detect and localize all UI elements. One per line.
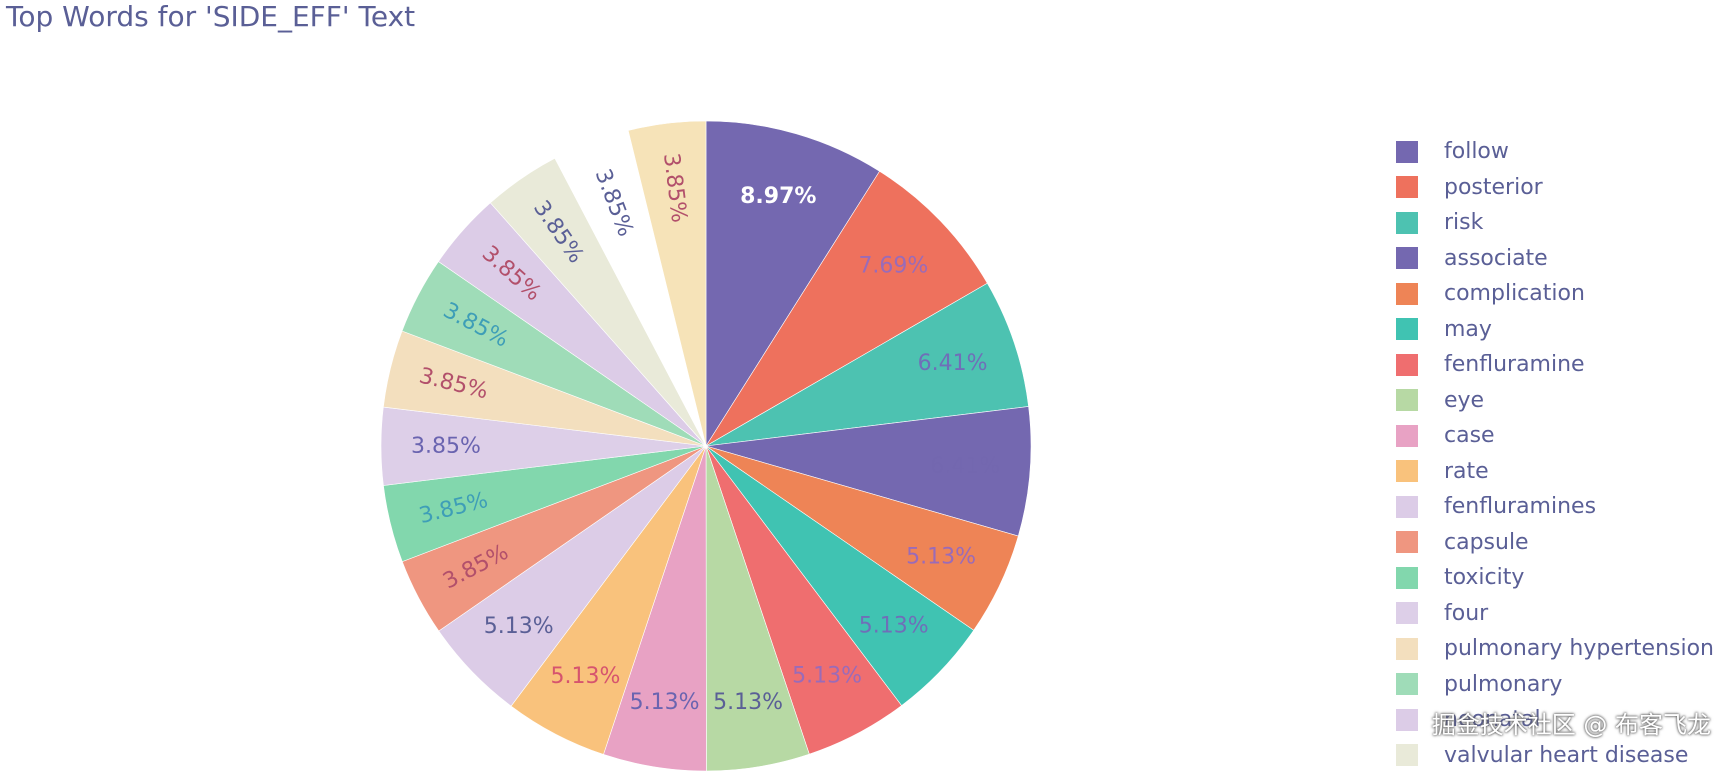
legend-swatch — [1396, 424, 1418, 447]
legend-item-rate[interactable]: rate — [1396, 454, 1714, 490]
legend-label: risk — [1444, 210, 1484, 236]
legend-swatch — [1396, 211, 1418, 234]
legend-label: four — [1444, 600, 1489, 626]
legend-item-complication[interactable]: complication — [1396, 276, 1714, 312]
legend-item-valvular-heart-disease[interactable]: valvular heart disease — [1396, 738, 1714, 774]
legend-swatch — [1396, 353, 1418, 376]
legend-swatch — [1396, 318, 1418, 341]
pie-slice-text-7: 5.13% — [713, 690, 783, 715]
legend-swatch — [1396, 637, 1418, 660]
legend-label: capsule — [1444, 529, 1529, 555]
legend-item-pulmonary-hypertension[interactable]: pulmonary hypertension — [1396, 631, 1714, 667]
legend-swatch — [1396, 673, 1418, 696]
legend-label: fenfluramines — [1444, 494, 1597, 520]
legend-item-eye[interactable]: eye — [1396, 383, 1714, 419]
legend-swatch — [1396, 282, 1418, 305]
pie-slice-text-3: 6.41% — [930, 454, 1000, 479]
pie-slice-posterior[interactable] — [705, 170, 988, 447]
legend-label: posterior — [1444, 174, 1543, 200]
legend-item-case[interactable]: case — [1396, 418, 1714, 454]
pie-slice-text-9: 5.13% — [551, 664, 621, 689]
legend-swatch — [1396, 602, 1418, 625]
legend-item-neonatal[interactable]: neonatal — [1396, 702, 1714, 738]
pie-slice-associate[interactable] — [705, 406, 1032, 537]
legend-label: may — [1444, 316, 1492, 342]
pie-slice-text-4: 5.13% — [906, 545, 976, 570]
pie-slice-text-5: 5.13% — [859, 613, 929, 638]
legend-label: complication — [1444, 281, 1585, 307]
legend: follow posterior risk associate complication… — [1396, 134, 1714, 773]
legend-item-may[interactable]: may — [1396, 312, 1714, 348]
pie-slices — [380, 120, 1032, 772]
legend-swatch — [1396, 389, 1418, 412]
legend-item-follow[interactable]: follow — [1396, 134, 1714, 170]
legend-item-posterior[interactable]: posterior — [1396, 170, 1714, 206]
pie-slice-text-0: 8.97% — [740, 184, 816, 209]
legend-item-risk[interactable]: risk — [1396, 205, 1714, 241]
legend-label: follow — [1444, 139, 1509, 165]
chart-title: Top Words for 'SIDE_EFF' Text — [6, 0, 416, 33]
legend-label: case — [1444, 423, 1495, 449]
legend-label: associate — [1444, 245, 1548, 271]
legend-swatch — [1396, 176, 1418, 199]
watermark: 掘金技术社区 @ 布客飞龙 — [1431, 711, 1711, 739]
pie-slice-follow[interactable] — [705, 120, 880, 448]
pie-slice-text-10: 5.13% — [484, 614, 554, 639]
legend-label: rate — [1444, 458, 1489, 484]
legend-swatch — [1396, 708, 1418, 731]
pie-slice-text-13: 3.85% — [411, 434, 481, 459]
pie-slice-text-8: 5.13% — [630, 690, 700, 715]
legend-swatch — [1396, 566, 1418, 589]
legend-swatch — [1396, 140, 1418, 163]
pie-slice-risk[interactable] — [705, 282, 1029, 447]
legend-swatch — [1396, 460, 1418, 483]
pie-slice-unlabeled-19[interactable] — [627, 120, 707, 447]
pie-slice-text-2: 6.41% — [918, 351, 988, 376]
legend-item-pulmonary[interactable]: pulmonary — [1396, 667, 1714, 703]
legend-swatch — [1396, 744, 1418, 767]
legend-label: valvular heart disease — [1444, 742, 1689, 768]
legend-swatch — [1396, 247, 1418, 270]
legend-label: pulmonary hypertension — [1444, 636, 1714, 662]
legend-item-toxicity[interactable]: toxicity — [1396, 560, 1714, 596]
legend-label: neonatal — [1444, 707, 1541, 733]
legend-swatch — [1396, 531, 1418, 554]
legend-label: pulmonary — [1444, 671, 1563, 697]
legend-swatch — [1396, 495, 1418, 518]
legend-item-fenfluramines[interactable]: fenfluramines — [1396, 489, 1714, 525]
legend-item-associate[interactable]: associate — [1396, 241, 1714, 277]
pie-slice-text-1: 7.69% — [858, 253, 928, 278]
legend-item-capsule[interactable]: capsule — [1396, 525, 1714, 561]
legend-item-fenfluramine[interactable]: fenfluramine — [1396, 347, 1714, 383]
legend-item-four[interactable]: four — [1396, 596, 1714, 632]
legend-label: toxicity — [1444, 565, 1525, 591]
legend-label: eye — [1444, 387, 1485, 413]
pie-slice-text-6: 5.13% — [792, 664, 862, 689]
legend-label: fenfluramine — [1444, 352, 1585, 378]
